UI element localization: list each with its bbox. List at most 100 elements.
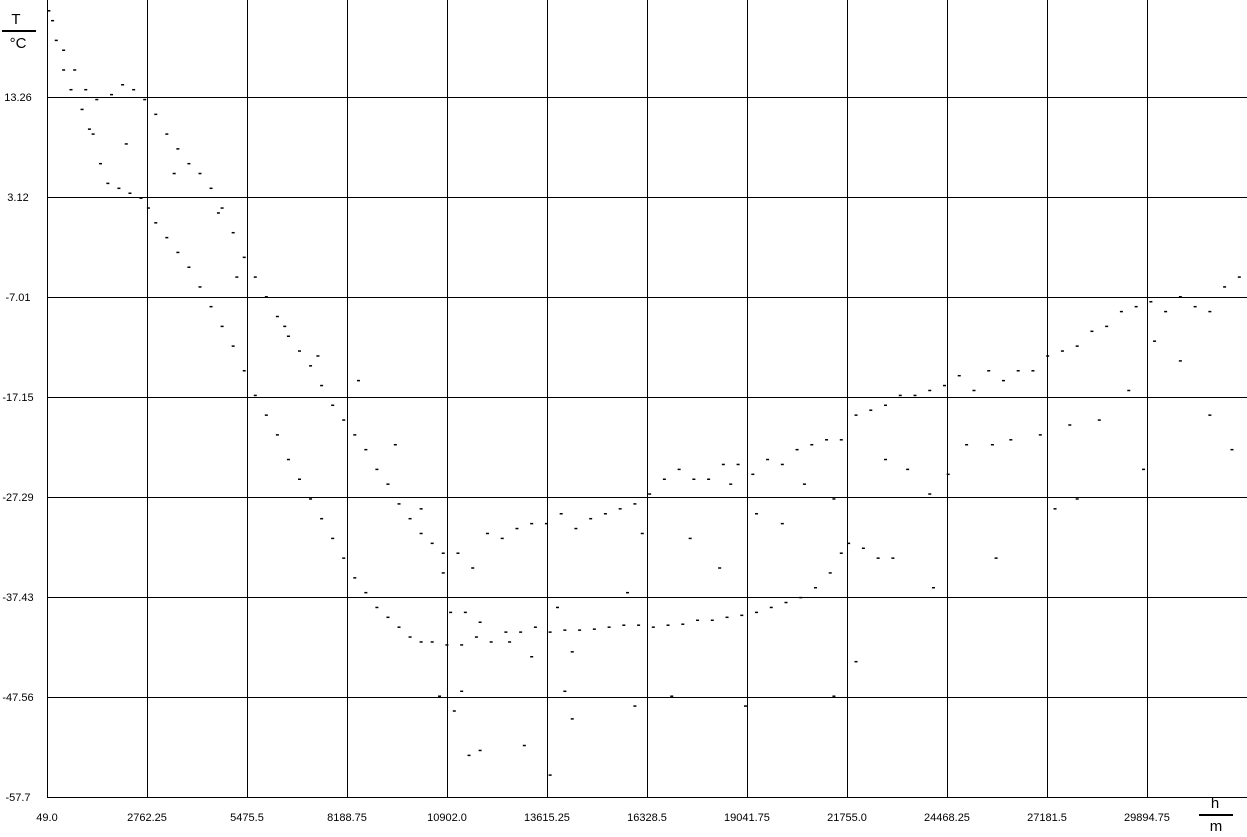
data-point [688,537,692,540]
data-point [286,335,290,338]
data-point [419,641,423,643]
data-point [1149,300,1153,303]
data-point [441,572,445,574]
x-tick-label: 16328.5 [627,812,667,824]
data-point [574,527,578,530]
data-point [987,370,991,372]
data-point [1142,468,1146,471]
data-point [1208,310,1212,313]
data-point [375,468,379,471]
data-point [209,305,213,308]
data-point [264,414,268,416]
data-point [87,128,91,130]
data-point [662,478,666,480]
data-point [242,256,246,259]
x-tick-labels: 49.0 2762.25 5475.5 8188.75 10902.0 13615.25 1… [36,812,1170,824]
data-point [500,537,504,540]
data-point [1001,379,1005,382]
data-point [847,542,851,545]
data-point [441,552,445,554]
data-point [533,626,537,628]
data-point [1127,389,1131,392]
data-point [707,478,711,480]
y-tick-label: -37.43 [2,592,33,604]
data-point [906,468,910,471]
data-point [146,207,150,209]
data-point [452,710,456,712]
data-point [386,483,390,485]
data-point [1097,419,1101,421]
data-point [1208,414,1212,416]
data-point [607,626,611,628]
data-point [692,478,696,480]
data-points [47,10,1241,776]
data-point [176,148,180,150]
data-point [154,222,158,224]
data-point [364,591,368,594]
data-point [743,705,747,707]
x-tick-label: 49.0 [36,812,57,824]
y-tick-label: -7.01 [5,292,30,304]
data-point [1105,325,1109,328]
data-point [397,503,401,505]
y-tick-label: 13.26 [4,92,32,104]
data-point [633,705,637,707]
x-tick-label: 21755.0 [827,812,867,824]
data-point [445,644,449,646]
data-point [139,197,143,199]
data-point [209,187,213,190]
data-point [1053,508,1057,510]
data-point [91,133,95,135]
data-point [965,443,969,446]
data-point [121,84,125,86]
data-point [666,624,670,626]
data-point [449,611,453,614]
data-point [467,754,471,757]
x-tick-label: 5475.5 [230,812,264,824]
data-point [286,458,290,461]
data-point [231,231,235,234]
y-axis-unit: °C [10,35,27,52]
data-point [253,394,257,397]
data-point [1046,355,1050,357]
x-tick-label: 19041.75 [724,812,770,824]
data-point [474,636,478,638]
data-point [828,572,832,574]
data-point [397,626,401,628]
data-point [320,384,324,387]
data-point [603,513,607,515]
x-tick-label: 27181.5 [1027,812,1067,824]
data-point [187,162,191,165]
data-point [51,19,55,22]
data-point [563,690,567,693]
data-point [419,508,423,510]
data-point [854,414,858,416]
data-point [898,394,902,397]
data-point [430,542,434,545]
data-point [117,187,121,190]
data-point [729,483,733,485]
data-point [861,547,865,550]
data-point [1075,345,1079,347]
data-point [530,522,534,525]
data-point [736,463,740,466]
data-point [854,660,858,663]
data-point [456,552,460,554]
x-axis-unit-label: h m [1199,795,1233,835]
data-point [253,276,257,278]
data-point [165,236,169,239]
data-point [1153,340,1157,342]
data-point [508,641,512,643]
data-point [231,345,235,347]
data-point [471,567,475,569]
data-point [143,98,147,101]
y-tick-label: 3.12 [7,192,28,204]
data-point [1134,305,1138,308]
data-point [718,567,722,569]
x-tick-label: 10902.0 [427,812,467,824]
data-point [95,98,99,101]
x-tick-label: 13615.25 [524,812,570,824]
data-point [570,718,574,720]
data-point [648,493,652,495]
y-axis-unit-label: T °C [2,11,36,52]
